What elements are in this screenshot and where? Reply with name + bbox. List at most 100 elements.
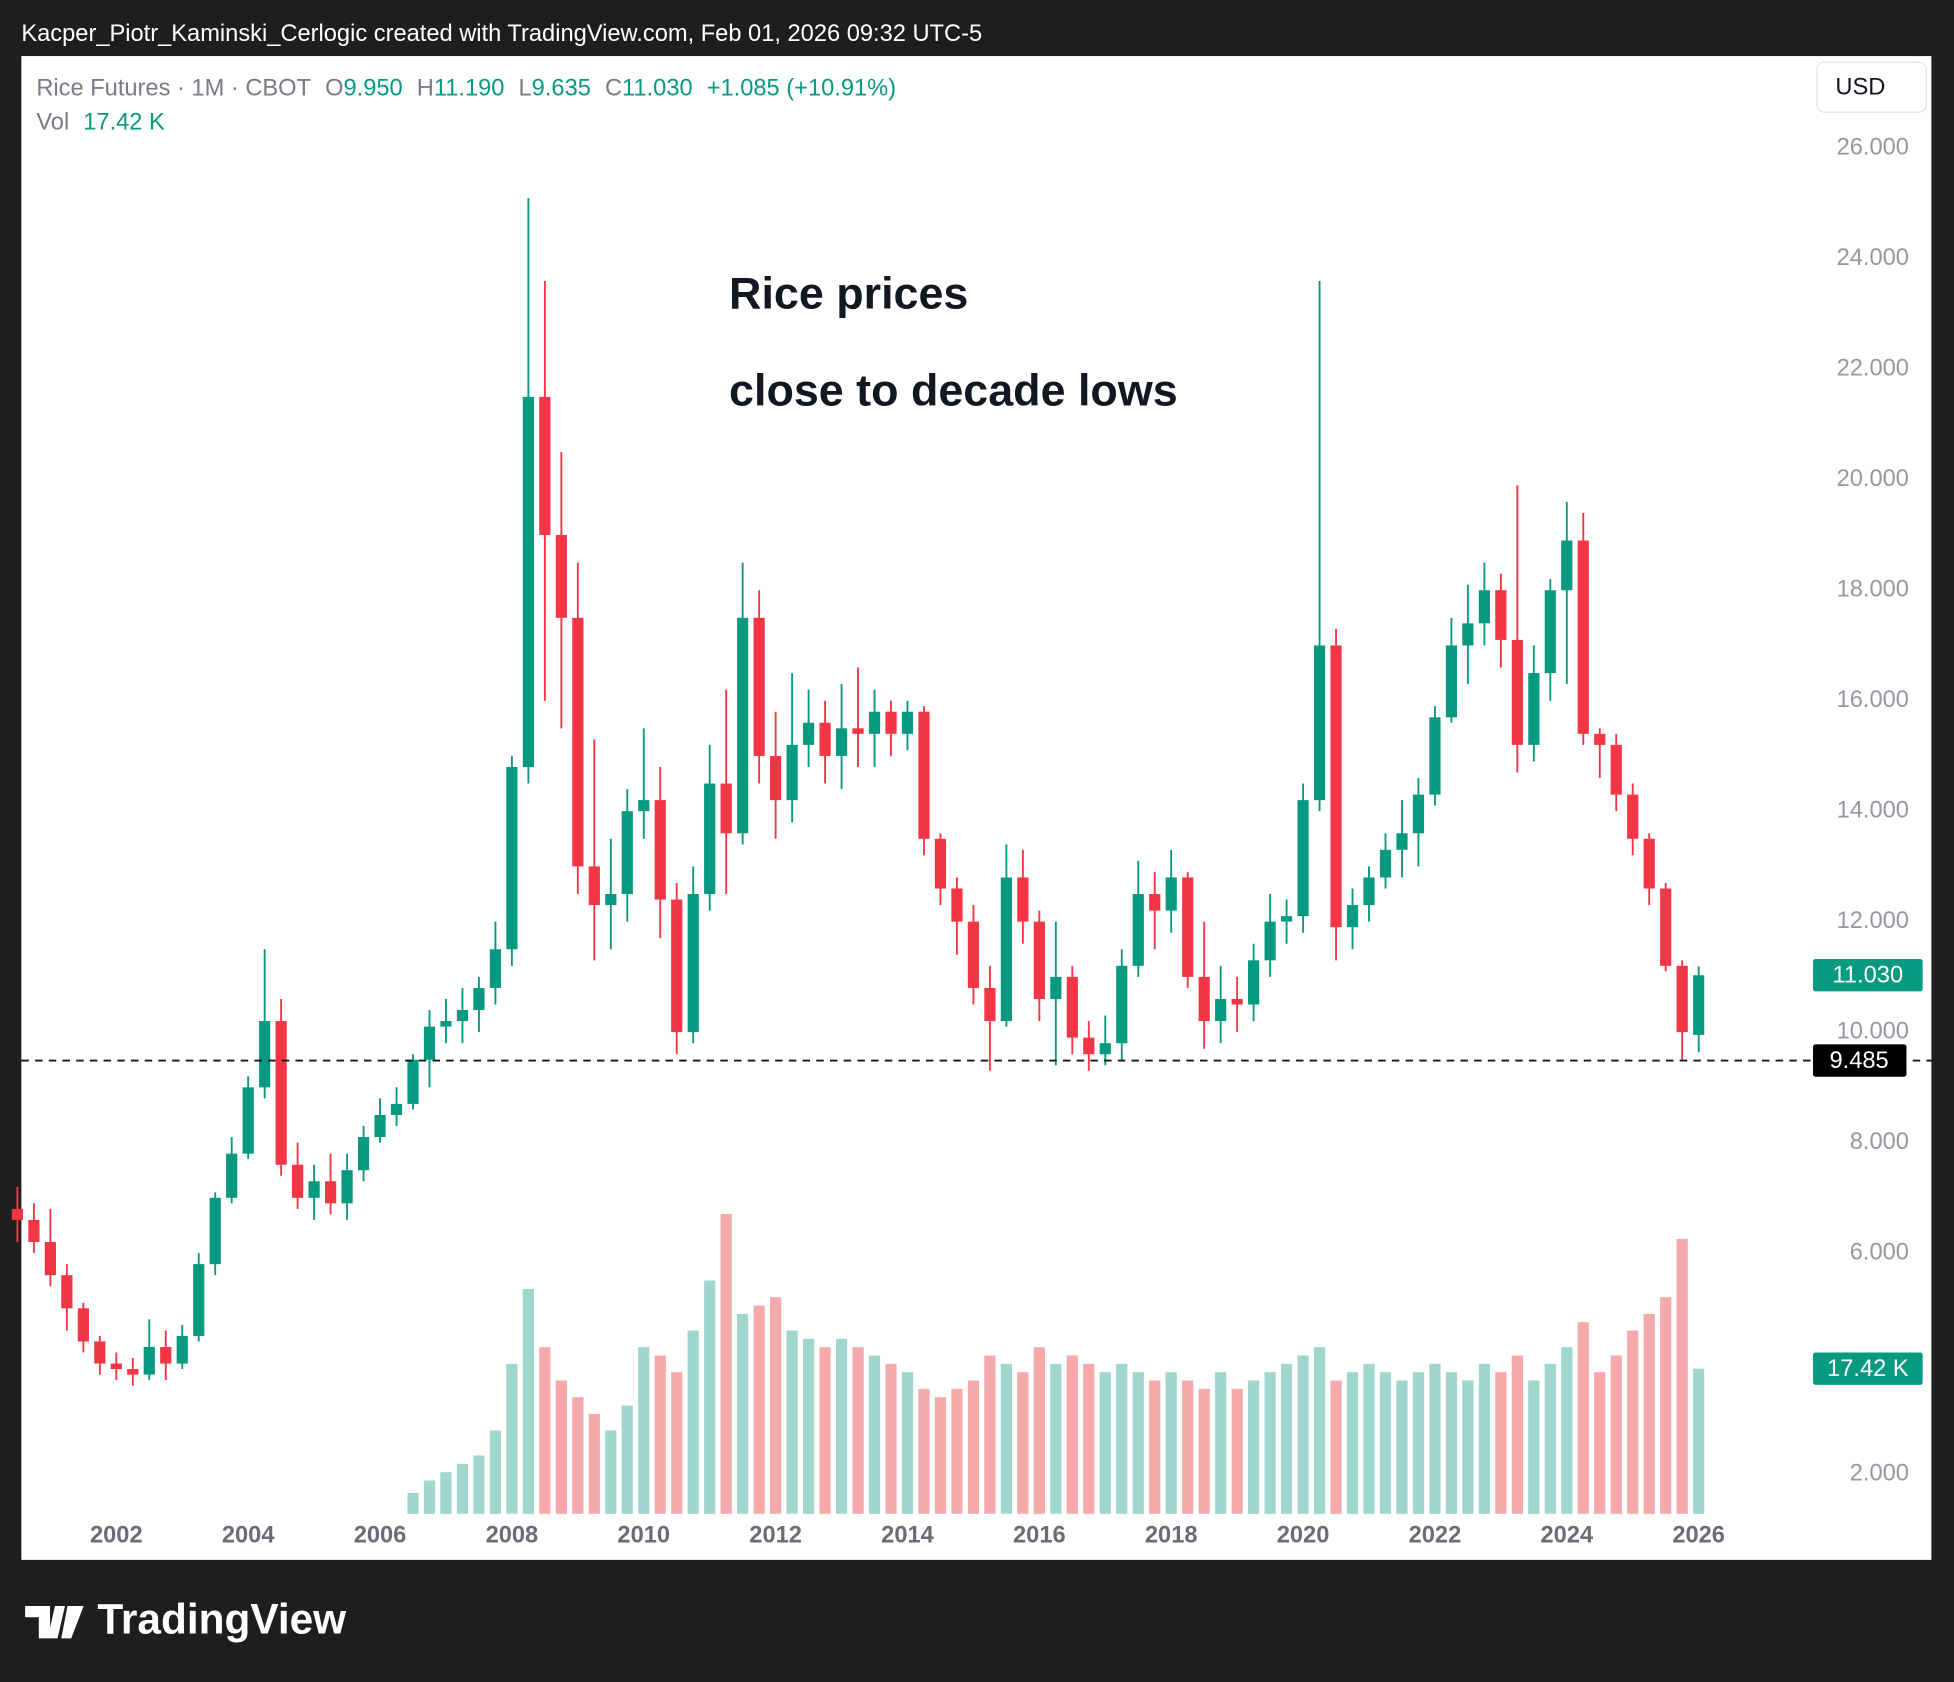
- volume-bar: [1412, 1372, 1425, 1514]
- x-tick-label: 2022: [1409, 1522, 1462, 1548]
- volume-bar: [720, 1213, 732, 1514]
- y-tick-label: 20.000: [1837, 466, 1909, 492]
- volume-bar: [555, 1380, 567, 1514]
- candle-body: [242, 1087, 254, 1154]
- volume-bar: [1627, 1330, 1639, 1514]
- candle-body: [1577, 540, 1589, 734]
- volume-bar: [1610, 1355, 1622, 1514]
- currency-button[interactable]: [1816, 61, 1928, 113]
- volume-bar: [1231, 1388, 1243, 1514]
- legend-value: 9.950: [344, 76, 403, 102]
- candle-body: [638, 800, 650, 812]
- volume-bar: [1561, 1347, 1573, 1514]
- volume-bar: [1528, 1380, 1540, 1514]
- x-tick-label: 2002: [90, 1522, 143, 1548]
- candle-body: [1297, 800, 1309, 917]
- candle-body: [1116, 965, 1128, 1044]
- candle-body: [934, 838, 947, 889]
- legend-value: 17.42 K: [83, 110, 165, 136]
- candle-body: [440, 1021, 452, 1027]
- candle-body: [1676, 965, 1688, 1033]
- legend-key: C: [605, 76, 622, 102]
- candle-body: [160, 1346, 172, 1364]
- y-tick-label: 22.000: [1837, 356, 1909, 382]
- volume-bar: [984, 1355, 996, 1514]
- candle-body: [1495, 590, 1507, 640]
- candle-body: [357, 1137, 370, 1171]
- volume-bar: [1577, 1322, 1589, 1514]
- candle-body: [918, 711, 930, 839]
- candle-body: [473, 987, 485, 1011]
- x-tick-label: 2024: [1540, 1522, 1593, 1548]
- candle-body: [292, 1164, 304, 1198]
- candle-body: [1248, 960, 1260, 1005]
- candle-body: [1561, 540, 1573, 591]
- x-tick-label: 2010: [617, 1522, 670, 1548]
- legend-value: 11.030: [622, 76, 693, 102]
- legend-value: 11.190: [434, 76, 505, 102]
- volume-bar: [1198, 1388, 1210, 1514]
- symbol: Rice Futures · 1M · CBOT: [36, 76, 311, 102]
- volume-bar: [1594, 1372, 1606, 1514]
- volume-bar: [423, 1480, 436, 1514]
- volume-legend: Vol 17.42 K: [36, 110, 165, 136]
- volume-bar: [489, 1430, 502, 1514]
- x-tick-label: 2006: [354, 1522, 407, 1548]
- candle-body: [621, 811, 633, 895]
- candle-body: [275, 1021, 287, 1165]
- volume-bar: [819, 1347, 831, 1514]
- volume-bar: [638, 1347, 650, 1514]
- volume-bar: [1478, 1363, 1490, 1514]
- volume-bar: [1132, 1372, 1144, 1514]
- volume-bar: [1313, 1347, 1326, 1514]
- x-tick-label: 2016: [1013, 1522, 1066, 1548]
- volume-bar: [704, 1280, 716, 1514]
- candle-body: [489, 949, 502, 988]
- candle-body: [605, 894, 617, 906]
- candle-body: [44, 1242, 56, 1276]
- candle-body: [94, 1341, 106, 1364]
- candle-body: [737, 617, 749, 834]
- currency-label[interactable]: USD: [1835, 75, 1885, 101]
- legend-key: O: [325, 76, 343, 102]
- candle-body: [951, 888, 963, 922]
- volume-bar: [1033, 1347, 1045, 1514]
- candle-body: [819, 722, 831, 756]
- candle-body: [193, 1264, 205, 1336]
- hline-label: 9.485: [1830, 1048, 1889, 1074]
- candle-body: [1033, 921, 1045, 999]
- legend-change: +1.085 (+10.91%): [707, 76, 896, 102]
- candle-body: [1528, 673, 1540, 745]
- volume-bar: [1544, 1363, 1556, 1514]
- volume-badge-label: 17.42 K: [1827, 1356, 1909, 1382]
- volume-bar: [1280, 1363, 1293, 1514]
- volume-bar: [522, 1288, 534, 1514]
- volume-bar: [1066, 1355, 1078, 1514]
- volume-bar: [1445, 1372, 1458, 1514]
- y-tick-label: 10.000: [1837, 1018, 1909, 1044]
- volume-bar: [737, 1313, 749, 1514]
- candle-body: [61, 1275, 73, 1309]
- footer-brand: TradingView: [97, 1595, 347, 1642]
- candle-body: [654, 800, 666, 900]
- candle-body: [1182, 877, 1194, 977]
- candle-body: [1000, 877, 1012, 1022]
- annotation: close to decade lows: [729, 365, 1178, 416]
- candle-body: [704, 783, 716, 895]
- volume-bar: [1396, 1380, 1408, 1514]
- x-tick-label: 2020: [1277, 1522, 1330, 1548]
- volume-bar: [1511, 1355, 1523, 1514]
- y-tick-label: 6.000: [1850, 1239, 1909, 1265]
- candle-body: [852, 728, 864, 734]
- volume-bar: [1264, 1372, 1276, 1514]
- volume-bar: [1660, 1297, 1672, 1514]
- volume-bar: [588, 1413, 600, 1514]
- candle-body: [1066, 976, 1078, 1038]
- volume-bar: [1149, 1380, 1161, 1514]
- candle-body: [1264, 921, 1276, 961]
- candle-body: [1099, 1043, 1111, 1055]
- candle-body: [1462, 623, 1474, 646]
- volume-bar: [1182, 1380, 1194, 1514]
- x-tick-label: 2004: [222, 1522, 275, 1548]
- hline-badge: [1813, 1044, 1907, 1077]
